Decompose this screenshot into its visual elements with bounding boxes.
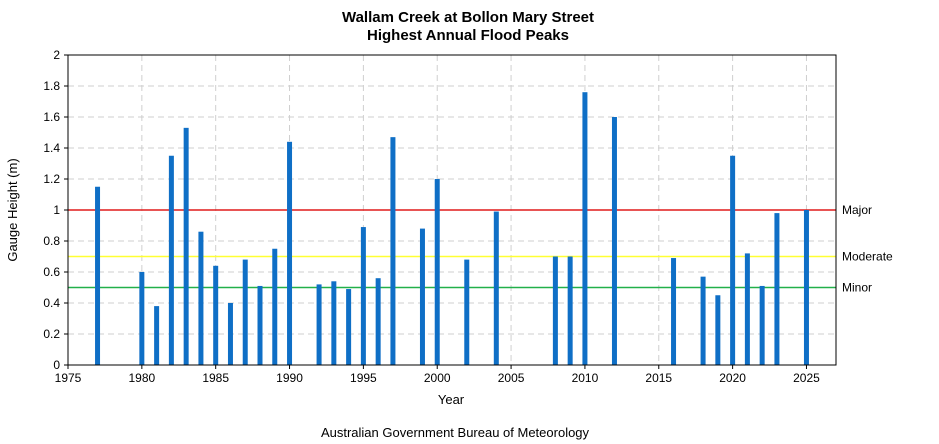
bar-1988 — [257, 285, 263, 365]
y-tick-label: 1.2 — [43, 172, 60, 186]
x-axis-ticks: 1975 1980 1985 1990 1995 2000 2005 2010 2015 2020… — [55, 365, 820, 385]
y-tick-label: 0.2 — [43, 327, 60, 341]
y-tick-label: 1.6 — [43, 110, 60, 124]
bar-2008 — [552, 256, 558, 365]
bar-1992 — [316, 284, 322, 365]
bar-1984 — [198, 231, 204, 365]
bar-2009 — [567, 256, 573, 365]
bar-1994 — [346, 289, 352, 365]
bar-1999 — [419, 228, 425, 365]
x-tick-label: 2000 — [424, 371, 451, 385]
footer-credit: Australian Government Bureau of Meteorol… — [321, 425, 590, 440]
x-tick-label: 1985 — [202, 371, 229, 385]
bar-2021 — [744, 253, 750, 365]
bar-2000 — [434, 179, 440, 365]
x-tick-label: 1975 — [55, 371, 82, 385]
threshold-label-major: Major — [842, 203, 872, 217]
bar-2019 — [715, 295, 721, 365]
threshold-labels: Major Moderate Minor — [842, 203, 893, 295]
x-tick-label: 2010 — [572, 371, 599, 385]
bar-1985 — [213, 265, 219, 365]
bar-2012 — [611, 117, 617, 365]
x-tick-label: 2005 — [498, 371, 525, 385]
bar-2016 — [671, 258, 677, 365]
x-tick-label: 1990 — [276, 371, 303, 385]
bar-2004 — [493, 211, 499, 365]
y-tick-label: 0 — [53, 358, 60, 372]
bar-2002 — [464, 259, 470, 365]
bar-1986 — [227, 303, 233, 365]
y-tick-label: 0.4 — [43, 296, 60, 310]
bar-1989 — [272, 248, 278, 365]
bar-1980 — [139, 272, 145, 365]
x-tick-label: 1995 — [350, 371, 377, 385]
y-axis-label: Gauge Height (m) — [5, 158, 20, 261]
bar-1983 — [183, 127, 189, 365]
threshold-lines — [68, 209, 836, 289]
bar-1993 — [331, 281, 337, 365]
bar-1995 — [360, 227, 366, 365]
bar-2025 — [803, 210, 809, 365]
bar-1996 — [375, 278, 381, 365]
bar-1997 — [390, 137, 396, 365]
bar-1990 — [287, 141, 293, 365]
y-tick-label: 0.8 — [43, 234, 60, 248]
bars — [95, 92, 809, 365]
bar-2023 — [774, 213, 780, 365]
x-axis-label: Year — [438, 392, 465, 407]
bar-2020 — [730, 155, 736, 365]
threshold-label-minor: Minor — [842, 281, 872, 295]
chart-title: Wallam Creek at Bollon Mary Street — [342, 9, 594, 26]
bar-1982 — [168, 155, 174, 365]
y-tick-label: 1 — [53, 203, 60, 217]
x-tick-label: 2025 — [793, 371, 820, 385]
y-tick-label: 0.6 — [43, 265, 60, 279]
y-axis-ticks: 0 0.2 0.4 0.6 0.8 1 1.2 1.4 1.6 1.8 2 — [43, 48, 68, 372]
bar-2018 — [700, 276, 706, 365]
x-tick-label: 1980 — [128, 371, 155, 385]
bar-1977 — [95, 186, 101, 365]
y-tick-label: 2 — [53, 48, 60, 62]
x-tick-label: 2020 — [719, 371, 746, 385]
bar-2022 — [759, 285, 765, 365]
bar-2010 — [582, 92, 588, 365]
x-tick-label: 2015 — [645, 371, 672, 385]
y-tick-label: 1.8 — [43, 79, 60, 93]
bar-1981 — [154, 306, 160, 365]
bar-1987 — [242, 259, 248, 365]
threshold-label-moderate: Moderate — [842, 250, 893, 264]
chart-subtitle: Highest Annual Flood Peaks — [367, 27, 569, 44]
y-tick-label: 1.4 — [43, 141, 60, 155]
